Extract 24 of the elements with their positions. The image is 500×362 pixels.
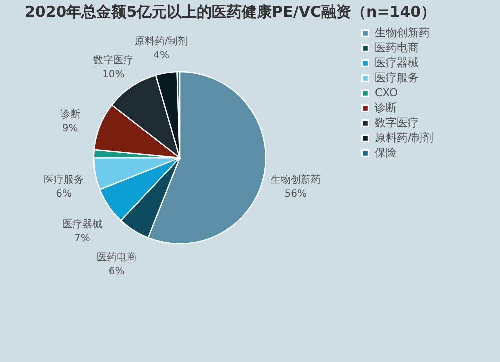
data-label: 4%: [154, 50, 170, 62]
legend-label: 诊断: [375, 102, 397, 114]
data-label: 6%: [56, 189, 72, 200]
slice-label: 生物创新药: [270, 174, 321, 186]
data-label: 10%: [102, 69, 125, 80]
slice-label: 医疗器械: [62, 218, 102, 230]
data-label: 7%: [74, 233, 90, 244]
data-label: 56%: [284, 189, 308, 200]
slice-label: 数字医疗: [94, 54, 134, 66]
slice-label: 医药电商: [96, 252, 137, 264]
legend-label: 生物创新药: [375, 26, 430, 40]
legend-label: 原料药/制剂: [375, 132, 434, 144]
chart-title: 2020年总金额5亿元以上的医药健康PE/VC融资（n=140）: [25, 3, 436, 21]
legend-label: 保险: [375, 146, 397, 160]
legend-label: 医疗器械: [375, 56, 419, 70]
slice-label: 医疗服务: [44, 174, 84, 186]
data-label: 6%: [108, 266, 125, 278]
legend-label: 医药电商: [375, 42, 419, 54]
slice-label: 诊断: [60, 108, 80, 121]
slice-label: 原料药/制剂: [134, 35, 188, 48]
data-label: 9%: [62, 124, 78, 135]
legend-label: 数字医疗: [375, 116, 419, 130]
legend-label: CXO: [375, 86, 399, 100]
legend-label: 医疗服务: [375, 72, 419, 84]
